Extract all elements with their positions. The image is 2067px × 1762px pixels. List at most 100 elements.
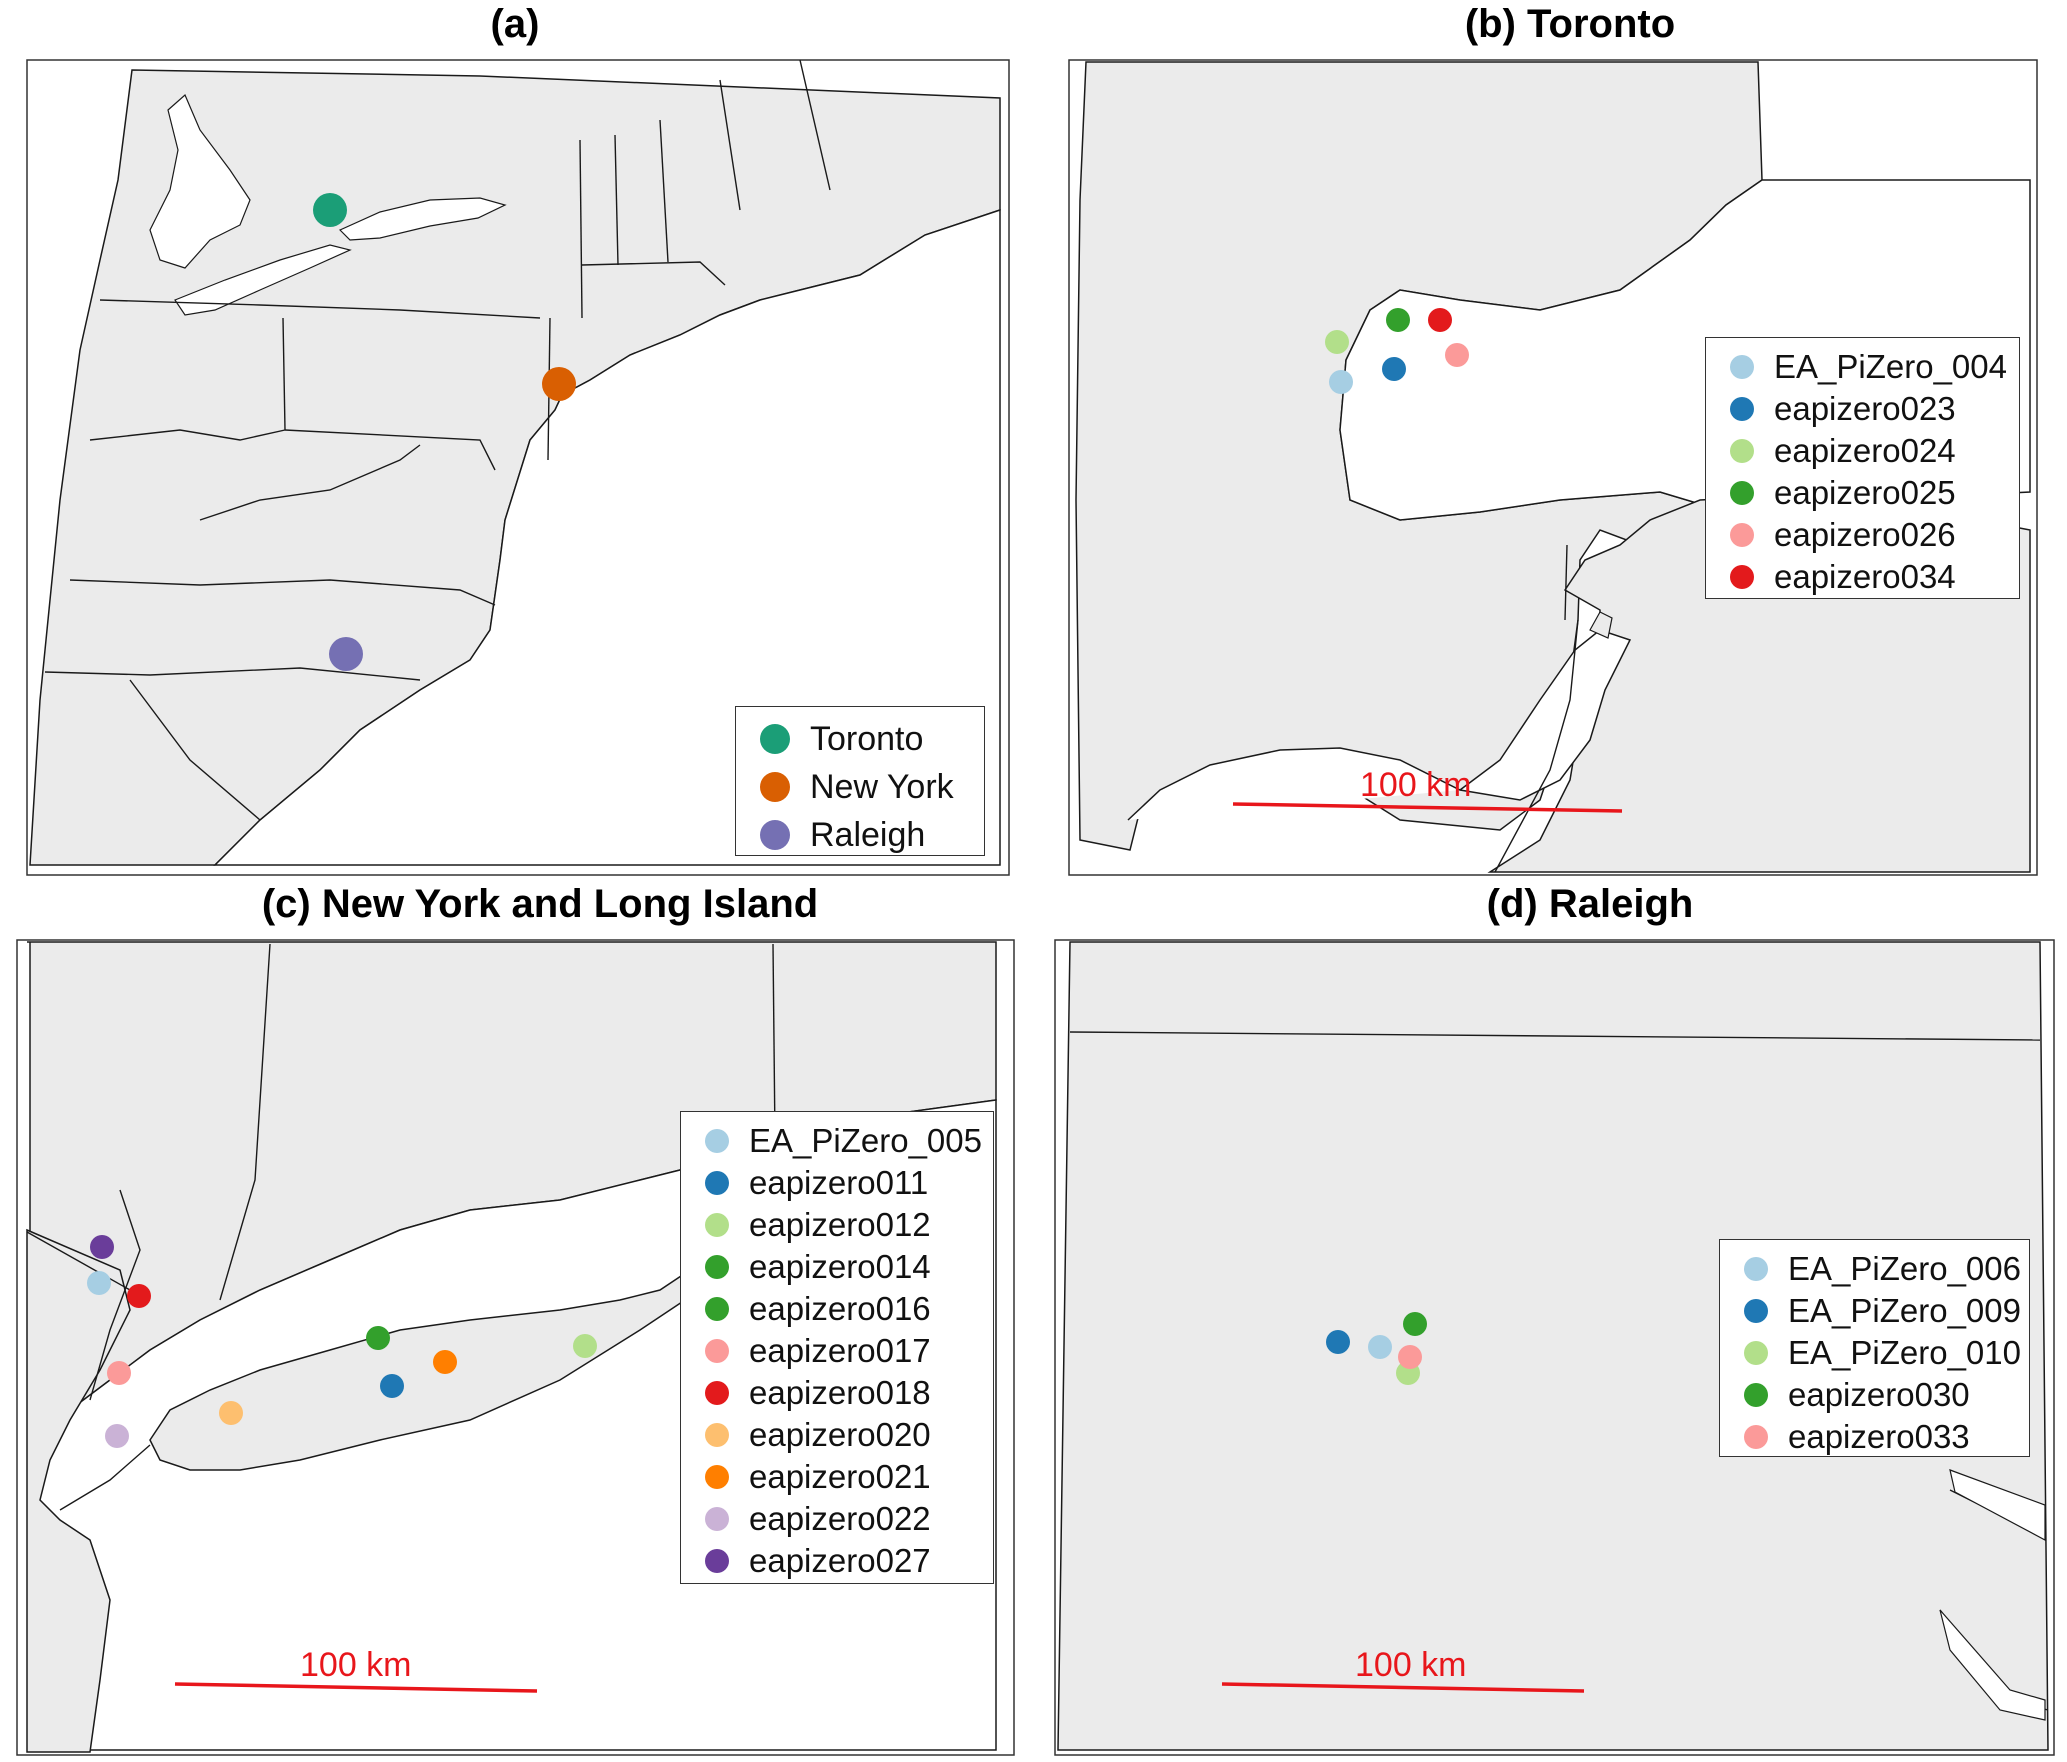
point-eapizero011 <box>380 1374 404 1398</box>
legend-item: eapizero025 <box>1730 472 1956 514</box>
panel-a-ocean <box>213 208 1001 866</box>
point-ea-pizero-005 <box>87 1271 111 1295</box>
legend-label: eapizero024 <box>1774 432 1956 469</box>
point-eapizero014 <box>366 1326 390 1350</box>
point-ea-pizero-006 <box>1368 1335 1392 1359</box>
point-eapizero025 <box>1386 308 1410 332</box>
legend-swatch <box>705 1255 729 1279</box>
point-eapizero018 <box>127 1284 151 1308</box>
legend-label: eapizero022 <box>749 1500 931 1537</box>
panel-d-points <box>1326 1312 1427 1385</box>
point-eapizero024 <box>1325 330 1349 354</box>
legend-swatch <box>1730 397 1754 421</box>
legend-item: New York <box>760 763 954 811</box>
legend-item: eapizero030 <box>1744 1374 1970 1416</box>
legend-swatch <box>705 1339 729 1363</box>
panel-a-state-borders <box>44 59 831 821</box>
legend-swatch <box>1744 1257 1768 1281</box>
panel-a-lake-huron <box>149 94 251 269</box>
legend-label: Raleigh <box>810 815 926 854</box>
legend-label: Toronto <box>810 719 924 758</box>
panel-c-legend: EA_PiZero_005 eapizero011 eapizero012 eapiz… <box>680 1111 994 1584</box>
legend-label: eapizero030 <box>1788 1376 1970 1413</box>
legend-swatch <box>1730 481 1754 505</box>
legend-label: eapizero020 <box>749 1416 931 1453</box>
legend-swatch <box>760 724 790 754</box>
legend-label: EA_PiZero_009 <box>1788 1292 2021 1329</box>
panel-a-points <box>313 193 576 671</box>
legend-label: New York <box>810 767 954 806</box>
legend-label: EA_PiZero_004 <box>1774 348 2007 385</box>
panel-a-lake-ontario <box>338 197 507 241</box>
legend-item: eapizero021 <box>705 1456 931 1498</box>
point-eapizero012 <box>573 1334 597 1358</box>
legend-item: Toronto <box>760 715 923 763</box>
panel-b-island <box>1589 611 1613 639</box>
legend-swatch <box>705 1297 729 1321</box>
legend-swatch <box>1730 523 1754 547</box>
legend-item: eapizero016 <box>705 1288 931 1330</box>
legend-label: EA_PiZero_010 <box>1788 1334 2021 1371</box>
legend-item: EA_PiZero_004 <box>1730 346 2007 388</box>
panel-b-scale-bar <box>1232 802 1623 813</box>
legend-label: eapizero017 <box>749 1332 931 1369</box>
legend-label: eapizero016 <box>749 1290 931 1327</box>
point-eapizero021 <box>433 1350 457 1374</box>
legend-swatch <box>705 1381 729 1405</box>
legend-swatch <box>705 1423 729 1447</box>
legend-label: eapizero012 <box>749 1206 931 1243</box>
panel-c-points <box>87 1235 597 1448</box>
legend-label: eapizero018 <box>749 1374 931 1411</box>
panel-c-borders <box>26 943 776 1511</box>
legend-item: eapizero024 <box>1730 430 1956 472</box>
point-raleigh <box>329 637 363 671</box>
panel-b-title: (b) Toronto <box>1464 2 1676 46</box>
point-ea-pizero-004 <box>1329 370 1353 394</box>
legend-swatch <box>1744 1341 1768 1365</box>
panel-b-borders <box>1494 544 1579 873</box>
legend-item: eapizero012 <box>705 1204 931 1246</box>
legend-item: eapizero027 <box>705 1540 931 1582</box>
legend-swatch <box>1744 1299 1768 1323</box>
legend-swatch <box>760 772 790 802</box>
legend-label: eapizero025 <box>1774 474 1956 511</box>
panel-d-water-2 <box>1939 1609 2046 1721</box>
legend-item: EA_PiZero_010 <box>1744 1332 2021 1374</box>
legend-item: eapizero034 <box>1730 556 1956 598</box>
legend-label: eapizero026 <box>1774 516 1956 553</box>
legend-label: eapizero034 <box>1774 558 1956 595</box>
panel-a-title: (a) <box>490 2 540 46</box>
panel-d-scale-label: 100 km <box>1355 1646 1467 1684</box>
panel-b-points <box>1325 308 1469 394</box>
point-eapizero034 <box>1428 308 1452 332</box>
legend-item: eapizero026 <box>1730 514 1956 556</box>
panel-c-scale-label: 100 km <box>300 1646 412 1684</box>
legend-item: EA_PiZero_009 <box>1744 1290 2021 1332</box>
legend-swatch <box>705 1465 729 1489</box>
legend-swatch <box>1744 1383 1768 1407</box>
legend-item: eapizero017 <box>705 1330 931 1372</box>
legend-swatch <box>1730 565 1754 589</box>
point-ea-pizero-009 <box>1326 1330 1350 1354</box>
legend-label: eapizero033 <box>1788 1418 1970 1455</box>
legend-swatch <box>1730 355 1754 379</box>
legend-swatch <box>705 1507 729 1531</box>
legend-swatch <box>705 1129 729 1153</box>
legend-label: eapizero011 <box>749 1164 929 1201</box>
panel-d-title: (d) Raleigh <box>1486 882 1694 926</box>
legend-label: eapizero014 <box>749 1248 931 1285</box>
panel-d-water <box>1949 1469 2046 1541</box>
panel-b-scale-label: 100 km <box>1360 766 1472 804</box>
legend-item: Raleigh <box>760 811 925 859</box>
legend-item: EA_PiZero_006 <box>1744 1248 2021 1290</box>
panel-d-scale-bar <box>1221 1682 1585 1693</box>
legend-item: eapizero014 <box>705 1246 931 1288</box>
legend-item: eapizero020 <box>705 1414 931 1456</box>
point-eapizero023 <box>1382 357 1406 381</box>
legend-label: eapizero021 <box>749 1458 931 1495</box>
panel-a-legend: Toronto New York Raleigh <box>735 706 985 856</box>
panel-c-title: (c) New York and Long Island <box>261 882 819 926</box>
point-eapizero022 <box>105 1424 129 1448</box>
